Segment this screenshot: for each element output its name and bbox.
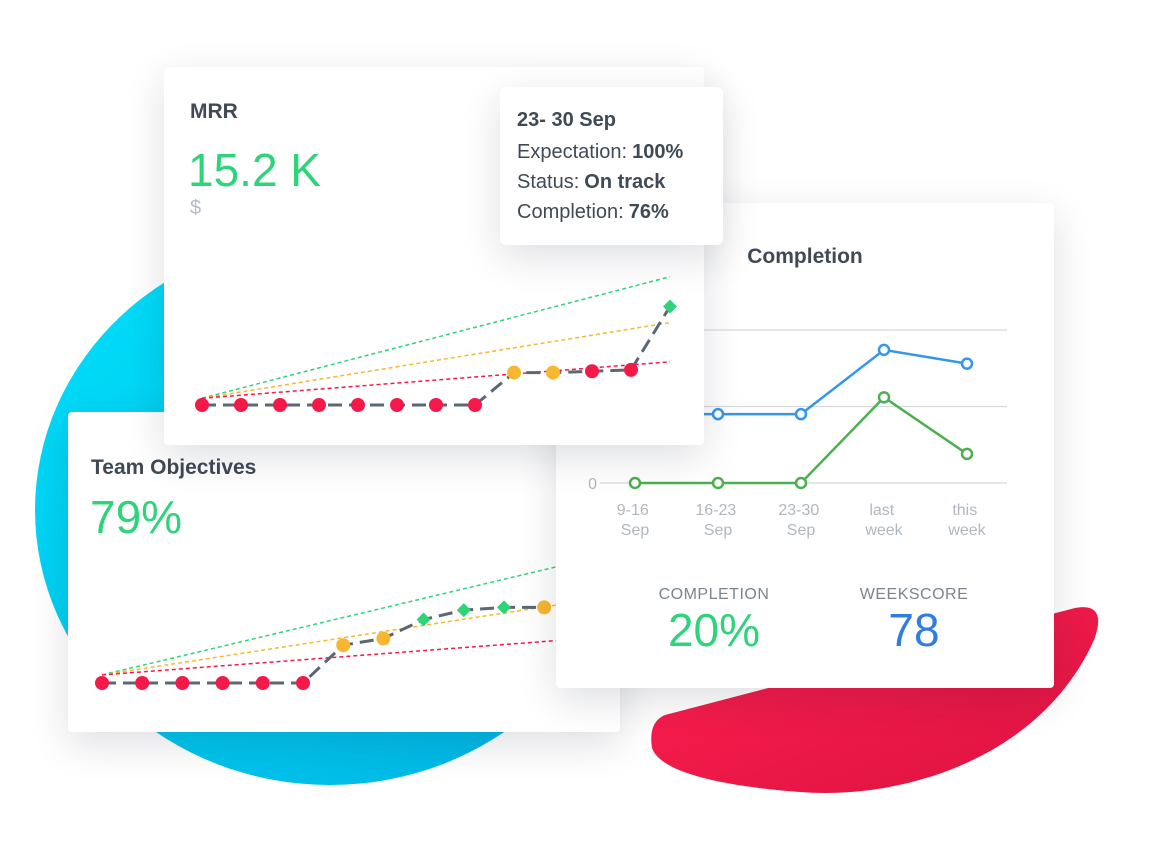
marker (628, 476, 642, 490)
reference-line (101, 559, 585, 676)
marker (468, 398, 482, 412)
marker (95, 676, 109, 690)
x-tick-label: 23-30 Sep (778, 502, 823, 539)
marker (794, 476, 808, 490)
row-value: On track (584, 171, 666, 193)
marker (546, 365, 560, 380)
team-card: Team Objectives 79% (68, 412, 620, 732)
marker (624, 362, 638, 377)
row-value: 100% (632, 141, 684, 163)
reference-line (201, 361, 671, 399)
tooltip-row: Status: On track (517, 172, 665, 192)
marker (663, 299, 677, 314)
reference-line (101, 599, 585, 676)
y-tick-label: 0 (588, 476, 597, 493)
marker (585, 364, 599, 379)
row-label: Status: (517, 171, 580, 193)
tooltip-row: Completion: 76% (517, 202, 669, 222)
marker (135, 676, 150, 690)
marker (507, 365, 521, 380)
reference-line (101, 637, 585, 676)
row-label: Expectation: (517, 141, 628, 163)
reference-line (201, 276, 671, 399)
card-value: 15.2 K (188, 144, 321, 196)
marker (794, 407, 808, 421)
marker (312, 398, 326, 412)
x-tick-label: last week (864, 502, 903, 539)
tooltip-row: Expectation: 100% (517, 142, 683, 162)
stat-value: 78 (888, 604, 940, 656)
x-tick-label: this week (947, 502, 986, 539)
stat-label: WEEKSCORE (859, 586, 969, 603)
marker (336, 638, 351, 653)
marker (175, 676, 190, 690)
card-unit: $ (190, 197, 202, 219)
row-label: Completion: (517, 201, 624, 223)
card-title: Team Objectives (91, 456, 257, 479)
marker (390, 398, 404, 412)
line (202, 305, 672, 407)
card-value: 79% (90, 491, 183, 543)
marker (877, 391, 891, 404)
tooltip-title: 23- 30 Sep (517, 109, 616, 131)
reference-line (201, 321, 671, 399)
marker (429, 398, 443, 412)
marker (296, 676, 310, 690)
card-title: Completion (747, 245, 863, 268)
x-tick-label: 9-16 Sep (617, 502, 653, 539)
marker (273, 398, 287, 412)
marker (877, 343, 891, 357)
card-title: MRR (190, 100, 238, 123)
tooltip: 23- 30 Sep Expectation: 100% Status: On tra… (500, 87, 723, 245)
marker (711, 476, 725, 490)
marker (376, 631, 391, 646)
line (102, 605, 545, 685)
marker (960, 357, 974, 370)
stat-label: COMPLETION (658, 586, 770, 603)
stat-value: 20% (667, 604, 761, 656)
marker (255, 676, 270, 690)
marker (537, 600, 552, 615)
marker (234, 398, 248, 412)
marker (497, 600, 511, 615)
marker (215, 676, 230, 690)
row-value: 76% (628, 201, 669, 223)
plot (195, 276, 677, 412)
marker (960, 447, 974, 461)
marker (416, 612, 431, 627)
plot (95, 559, 585, 690)
marker (195, 398, 209, 412)
marker (456, 603, 471, 618)
x-tick-label: 16-23 Sep (695, 502, 740, 539)
marker (351, 398, 365, 412)
marker (711, 407, 725, 421)
